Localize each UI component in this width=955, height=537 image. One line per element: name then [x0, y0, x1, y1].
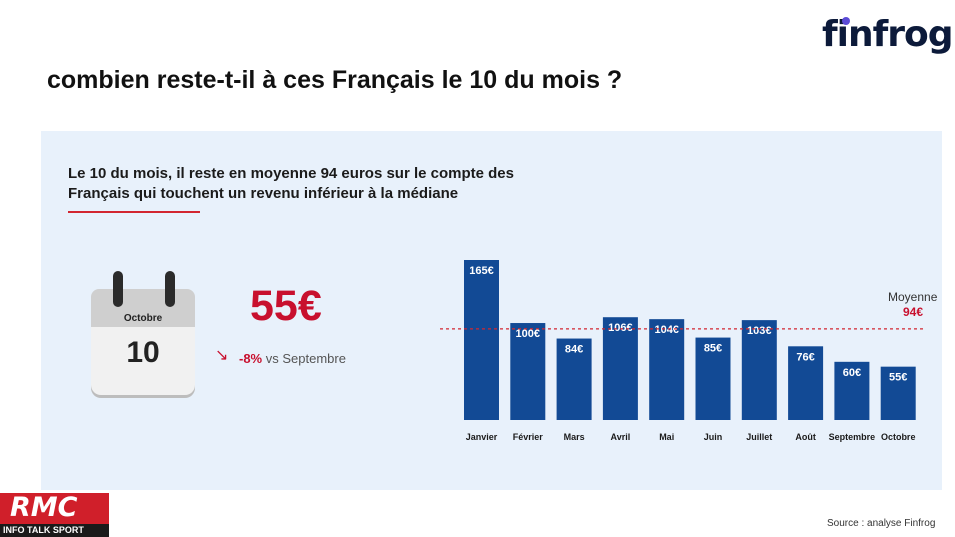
rmc-logo-sub: INFO TALK SPORT — [0, 524, 109, 537]
calendar-header — [91, 289, 195, 329]
bar-value-label: 103€ — [747, 325, 771, 337]
bar-value-label: 60€ — [843, 367, 861, 379]
calendar-ring-right — [165, 271, 175, 307]
bar-avril — [602, 317, 638, 420]
logo-dot-icon — [842, 17, 850, 25]
bar-value-label: 104€ — [654, 324, 678, 336]
bar-mai — [649, 319, 685, 420]
x-tick-label: Juin — [704, 432, 723, 442]
bar-septembre — [834, 361, 870, 420]
x-tick-label: Septembre — [829, 432, 876, 442]
intro-underline — [68, 211, 200, 213]
calendar-ring-left — [113, 271, 123, 307]
rmc-logo-main: RMC — [10, 492, 78, 523]
bar-value-label: 100€ — [516, 328, 540, 340]
bar-value-label: 76€ — [796, 351, 814, 363]
delta-comparison: vs Septembre — [262, 351, 346, 366]
bar-février — [510, 323, 546, 420]
x-tick-label: Octobre — [881, 432, 916, 442]
calendar-month: Octobre — [123, 313, 163, 324]
bar-value-label: 165€ — [469, 265, 493, 277]
bar-juillet — [741, 320, 777, 420]
down-arrow-icon: ↘ — [215, 347, 229, 364]
calendar-icon: Octobre 10 — [91, 271, 195, 395]
x-tick-label: Mars — [564, 432, 585, 442]
bar-value-label: 85€ — [704, 343, 722, 355]
bar-value-label: 55€ — [889, 372, 907, 384]
bar-juin — [695, 337, 731, 420]
x-tick-label: Juillet — [746, 432, 772, 442]
calendar-day: 10 — [126, 336, 160, 369]
average-label: Moyenne — [888, 290, 938, 304]
bar-janvier — [464, 260, 499, 420]
monthly-bar-chart: 165€ Janvier 100€ Février 84€ Mars 106€ Avril 10… — [440, 260, 923, 442]
bar-value-label: 84€ — [565, 344, 583, 356]
x-tick-label: Août — [795, 432, 816, 442]
page-title: combien reste-t-il à ces Français le 10 … — [47, 66, 623, 94]
x-tick-label: Janvier — [466, 432, 498, 442]
delta-text: -8% vs Septembre — [239, 351, 346, 366]
bar-octobre — [880, 366, 916, 420]
average-value: 94€ — [903, 305, 924, 319]
bar-value-label: 106€ — [608, 322, 632, 334]
rmc-logo: RMC INFO TALK SPORT — [0, 492, 109, 537]
source-note: Source : analyse Finfrog — [827, 518, 936, 529]
calendar-body — [91, 327, 195, 395]
x-tick-label: Mai — [659, 432, 674, 442]
x-tick-label: Avril — [611, 432, 631, 442]
intro-text: Le 10 du mois, il reste en moyenne 94 eu… — [68, 165, 514, 202]
bar-août — [788, 346, 824, 420]
october-value: 55€ — [250, 282, 322, 330]
bar-mars — [556, 338, 592, 420]
delta-percent: -8% — [239, 351, 263, 366]
x-tick-label: Février — [513, 432, 544, 442]
